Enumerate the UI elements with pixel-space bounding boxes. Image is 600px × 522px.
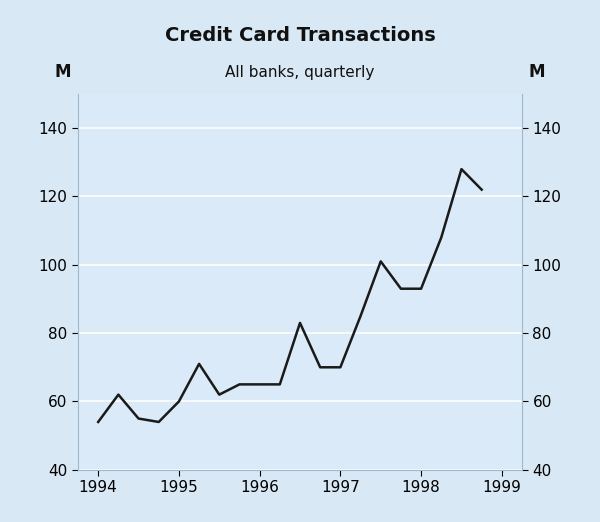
Text: M: M xyxy=(529,63,545,81)
Text: M: M xyxy=(55,63,71,81)
Text: All banks, quarterly: All banks, quarterly xyxy=(226,65,374,80)
Text: Credit Card Transactions: Credit Card Transactions xyxy=(164,26,436,45)
